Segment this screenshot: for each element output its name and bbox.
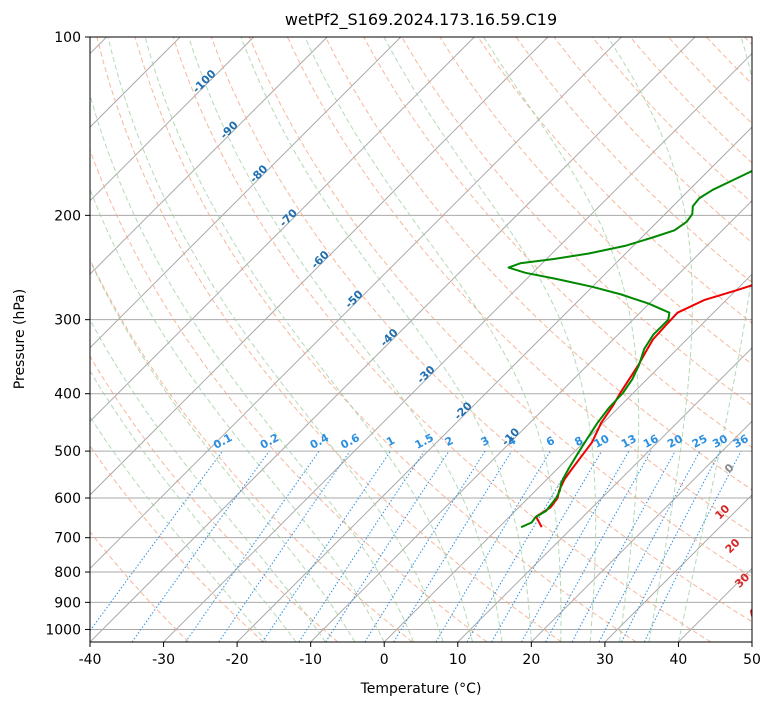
y-axis-label: Pressure (hPa) [12,289,28,389]
moist-adiabat-line [383,37,597,642]
mixing-ratio-line [643,450,742,642]
y-tick-label: 700 [54,531,81,547]
x-tick-label: 50 [743,652,761,668]
x-tick-label: -40 [79,652,102,668]
isotherm-line [90,37,402,349]
mixing-ratio-label: 10 [592,432,612,451]
dry-adiabat-line [90,531,190,642]
isotherm-line [236,126,752,642]
y-tick-label: 100 [54,30,81,46]
dry-adiabat-line [401,37,752,407]
moist-adiabat-line [240,37,532,642]
x-tick-label: -20 [226,652,249,668]
mixing-ratio-line [571,450,676,642]
isotherm-line [383,273,752,642]
mixing-ratio-line [621,450,721,642]
dry-adiabat-line [90,258,413,642]
isotherm-line [457,347,752,642]
y-tick-label: 900 [54,595,81,611]
mixing-ratio-line [545,450,652,642]
mixing-ratio-line [364,450,486,642]
x-tick-label: -10 [299,652,322,668]
x-tick-label: 10 [449,652,467,668]
background-lines [90,37,752,642]
x-tick-label: 40 [670,652,688,668]
x-axis: -40 -30 -20 -10 0 10 20 30 40 50 [79,642,761,668]
dry-adiabat-label: 40 [746,601,766,621]
mixing-ratio-line [131,450,270,642]
dry-adiabat-line [134,37,637,642]
moist-adiabat-line [107,37,444,642]
mixing-ratio-line [521,450,630,642]
y-tick-label: 500 [54,444,81,460]
mixing-ratio-line [262,450,391,642]
x-tick-label: 0 [380,652,389,668]
mixing-ratio-line [393,450,513,642]
dry-adiabat-line [96,37,562,642]
x-tick-label: 20 [522,652,540,668]
moist-adiabat-line [188,37,503,642]
mixing-ratio-label: 30 [710,432,730,451]
isotherm-line [90,37,475,423]
dry-adiabat-line [248,37,752,578]
mixing-ratio-line [325,450,450,642]
mixing-ratio-line [218,450,351,642]
y-tick-label: 1000 [45,622,81,638]
x-tick-label: -30 [152,652,175,668]
mixing-ratio-line [185,450,320,642]
moist-adiabat-line [677,37,752,642]
moist-adiabat-line [304,37,562,642]
moist-adiabat-line [483,37,640,642]
y-tick-label: 200 [54,208,81,224]
isotherm-line [90,37,696,642]
moist-adiabat-line [90,415,267,642]
y-tick-label: 600 [54,491,81,507]
mixing-ratio-label: 20 [665,432,685,451]
mixing-ratio-label: 13 [619,432,639,451]
y-tick-label: 300 [54,313,81,329]
mixing-ratio-line [598,450,701,642]
moist-adiabat-line [90,318,326,642]
series-group [507,169,752,529]
plot-frame [89,36,753,643]
dry-adiabat-line [90,355,339,642]
mixing-ratio-label: 16 [641,432,661,451]
mixing-ratio-label: 25 [690,432,710,451]
y-tick-label: 800 [54,565,81,581]
dry-adiabat-line [210,37,752,623]
dewpoint-profile-line [507,169,752,529]
mixing-ratio-line [435,450,551,642]
isotherm-line [604,494,752,642]
isotherm-line [90,37,622,570]
x-tick-label: 30 [596,652,614,668]
dry-adiabat-line [515,37,752,284]
moist-adiabat-line [90,188,385,642]
y-axis: 1000 900 800 700 600 500 400 300 200 100 [45,30,90,638]
y-tick-label: 400 [54,387,81,403]
chart-title: wetPf2_S169.2024.173.16.59.C19 [285,10,557,30]
dry-adiabat-line [90,445,264,642]
isotherm-line [530,420,752,642]
dry-adiabat-line [90,148,488,642]
isotherm-line [90,37,255,202]
isotherm-line [90,37,328,275]
moist-adiabat-line [144,37,473,642]
mixing-ratio-line [90,450,223,632]
x-axis-label: Temperature (°C) [360,681,482,697]
temperature-profile-line [535,284,752,528]
isotherm-line [163,52,752,642]
isotherm-line [90,37,549,496]
mixing-ratio-label: 36 [731,432,751,451]
mixing-ratio-line [298,450,425,642]
moist-adiabat-line [90,259,356,642]
moist-adiabat-line [607,37,693,642]
dry-adiabat-line [325,37,752,491]
plot-area: 0.1 0.2 0.4 0.6 1 1.5 2 3 4 6 8 10 13 16 20 25 30 36-100-… [90,37,766,642]
dry-adiabat-line [477,37,752,324]
dry-adiabat-line [172,37,712,642]
